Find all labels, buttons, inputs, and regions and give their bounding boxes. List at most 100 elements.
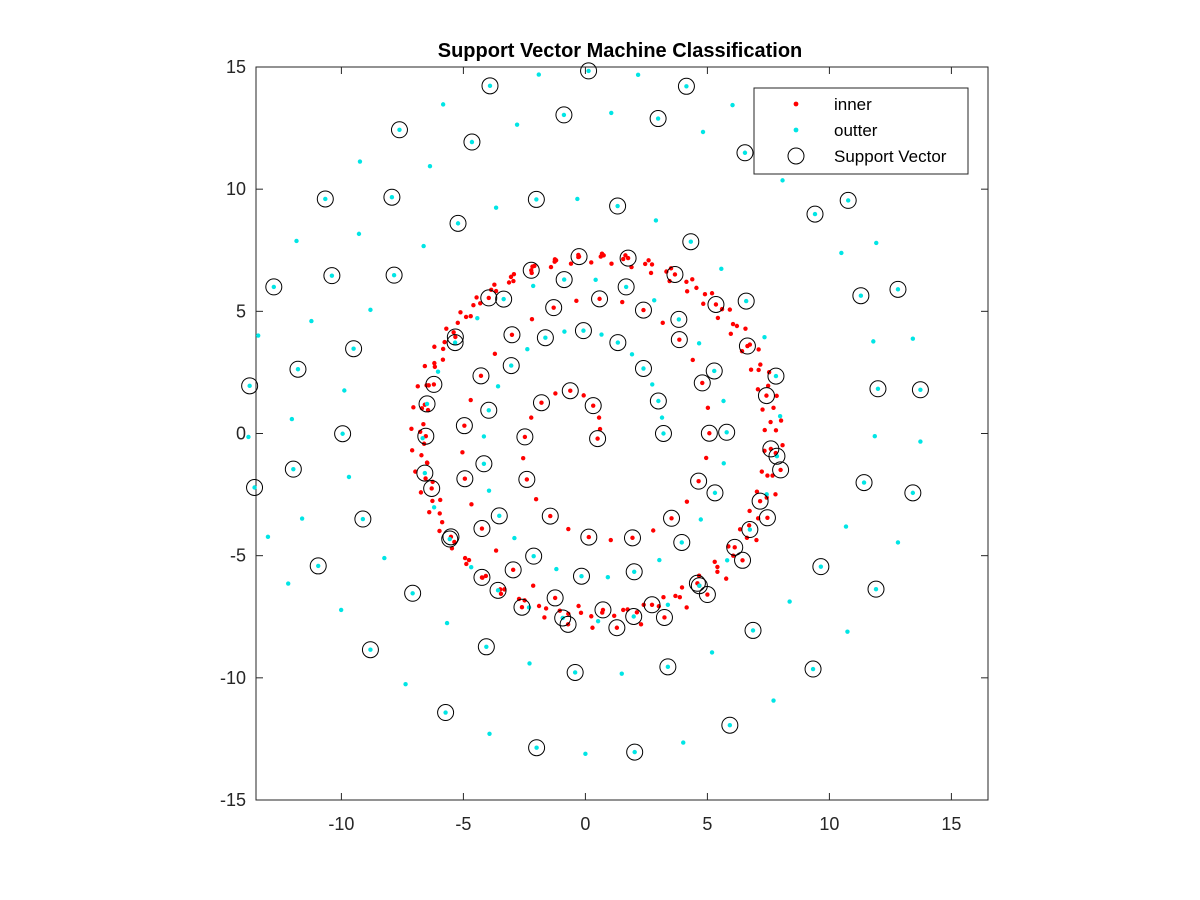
outter-point bbox=[623, 284, 629, 290]
outter-point bbox=[575, 196, 580, 202]
outter-point bbox=[697, 583, 702, 588]
support-vector-marker bbox=[867, 580, 885, 598]
outter-point bbox=[475, 315, 480, 321]
outter-point bbox=[501, 296, 506, 302]
outter-point bbox=[424, 401, 430, 407]
support-vector-marker bbox=[390, 121, 408, 139]
support-vector-marker bbox=[518, 470, 536, 488]
outter-point bbox=[780, 178, 785, 183]
inner-point bbox=[493, 548, 499, 553]
inner-point bbox=[690, 277, 695, 282]
inner-point bbox=[432, 360, 437, 366]
inner-point bbox=[734, 323, 740, 329]
support-vector-marker bbox=[670, 331, 688, 349]
inner-point bbox=[451, 330, 456, 335]
outter-point bbox=[615, 340, 621, 345]
outter-point bbox=[652, 298, 657, 303]
outter-point bbox=[676, 317, 682, 322]
inner-point bbox=[703, 455, 709, 461]
outter-point bbox=[486, 488, 492, 493]
inner-point bbox=[586, 534, 592, 540]
outter-point bbox=[527, 661, 532, 666]
support-vector-marker bbox=[591, 290, 609, 308]
inner-point bbox=[673, 593, 678, 599]
support-vector-marker bbox=[619, 249, 637, 267]
support-vector-marker bbox=[670, 310, 688, 328]
outter-point bbox=[289, 416, 295, 422]
support-vector-marker bbox=[545, 299, 563, 317]
inner-point bbox=[595, 436, 600, 441]
inner-point bbox=[479, 526, 485, 531]
inner-point bbox=[621, 256, 626, 262]
outter-point bbox=[484, 644, 489, 650]
support-vector-marker bbox=[852, 287, 870, 305]
support-vector-marker bbox=[480, 289, 498, 307]
inner-point bbox=[474, 295, 479, 300]
inner-point bbox=[511, 278, 516, 284]
outter-point bbox=[421, 243, 426, 249]
inner-point bbox=[418, 429, 423, 434]
inner-point bbox=[529, 415, 534, 420]
inner-point bbox=[715, 315, 721, 321]
x-tick-label: 0 bbox=[580, 814, 590, 834]
inner-point bbox=[536, 603, 542, 609]
support-vector-marker bbox=[634, 360, 652, 378]
inner-point bbox=[553, 258, 559, 263]
support-vector-marker bbox=[472, 367, 490, 385]
support-vector-marker bbox=[767, 367, 785, 385]
inner-point bbox=[529, 270, 534, 276]
inner-point bbox=[460, 450, 465, 455]
outter-point bbox=[493, 205, 499, 210]
outter-point bbox=[246, 434, 251, 440]
inner-point bbox=[421, 422, 426, 427]
support-vector-marker bbox=[634, 301, 652, 319]
support-vector-marker bbox=[584, 397, 602, 415]
inner-point bbox=[732, 545, 737, 550]
data-points bbox=[241, 62, 929, 761]
inner-point bbox=[462, 555, 468, 561]
outter-point bbox=[410, 591, 415, 596]
outter-point bbox=[632, 749, 637, 755]
inner-point bbox=[740, 558, 745, 563]
outter-point bbox=[495, 384, 501, 389]
support-vector-marker bbox=[536, 329, 554, 347]
outter-point bbox=[561, 277, 567, 282]
outter-point bbox=[342, 388, 347, 393]
inner-point bbox=[746, 523, 752, 528]
inner-point bbox=[422, 363, 428, 369]
outter-point bbox=[271, 284, 277, 290]
inner-point bbox=[455, 320, 460, 326]
inner-point bbox=[522, 434, 528, 440]
plot-area bbox=[255, 66, 989, 801]
outter-point bbox=[435, 369, 441, 374]
outter-point bbox=[777, 413, 783, 419]
outter-point bbox=[368, 307, 373, 313]
legend: inner outter Support Vector bbox=[753, 87, 969, 175]
inner-point bbox=[568, 388, 573, 393]
outter-point bbox=[657, 557, 662, 563]
support-vector-marker bbox=[463, 133, 481, 151]
support-vector-marker bbox=[741, 521, 759, 539]
outter-point bbox=[684, 84, 689, 89]
inner-point bbox=[509, 332, 515, 337]
outter-point bbox=[431, 505, 437, 510]
inner-point bbox=[492, 282, 497, 287]
inner-point bbox=[552, 595, 558, 601]
support-vector-marker bbox=[446, 328, 464, 346]
outter-point bbox=[721, 398, 726, 404]
inner-point bbox=[429, 486, 434, 491]
outter-point bbox=[487, 83, 493, 89]
inner-point bbox=[614, 625, 620, 630]
inner-point bbox=[696, 478, 701, 484]
inner-point bbox=[638, 622, 644, 627]
support-vector-marker bbox=[475, 455, 493, 473]
support-vector-marker bbox=[839, 191, 857, 209]
outter-point bbox=[641, 366, 646, 371]
support-vector-marker bbox=[456, 470, 474, 488]
support-vector-marker bbox=[869, 380, 887, 398]
support-vector-marker bbox=[522, 261, 540, 279]
support-vector-marker bbox=[772, 461, 790, 479]
inner-point bbox=[423, 433, 429, 439]
inner-point bbox=[440, 357, 446, 362]
inner-point bbox=[700, 380, 705, 386]
